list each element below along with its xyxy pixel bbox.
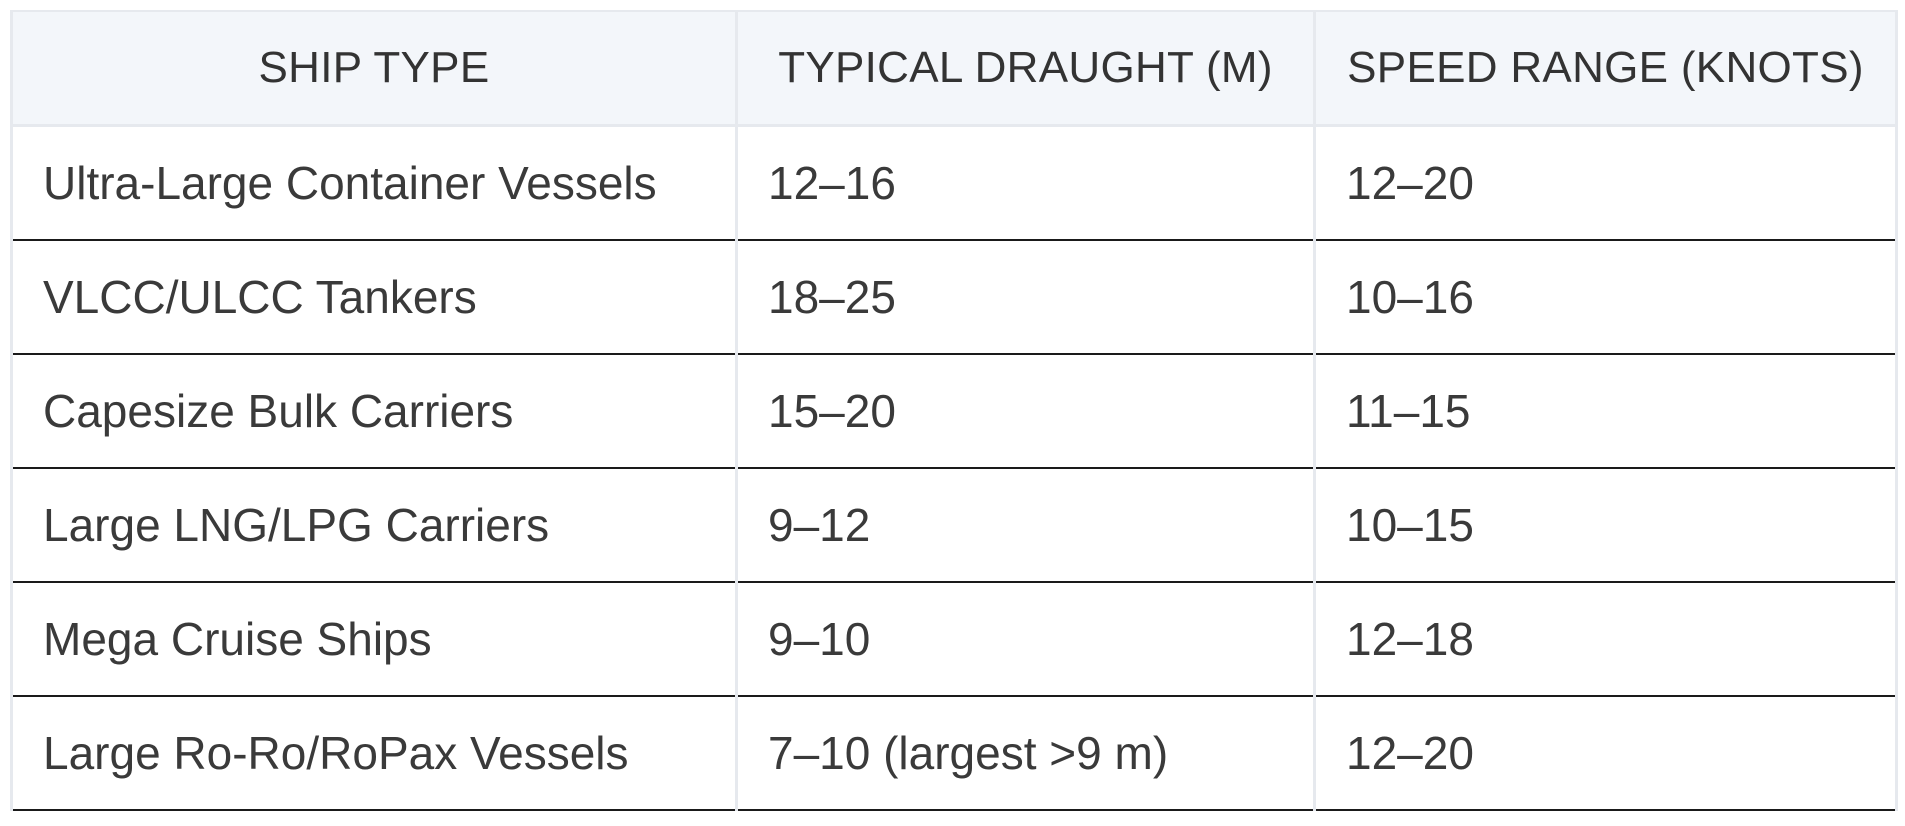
cell-ship-type: Large Ro-Ro/RoPax Vessels [10,696,738,811]
cell-ship-type: VLCC/ULCC Tankers [10,240,738,355]
cell-speed: 11–15 [1313,354,1898,469]
cell-draught: 9–12 [735,468,1316,583]
cell-speed: 12–18 [1313,582,1898,697]
table-body: Ultra-Large Container Vessels 12–16 12–2… [10,125,1898,811]
header-typical-draught: TYPICAL DRAUGHT (M) [735,10,1316,127]
cell-speed: 12–20 [1313,125,1898,241]
cell-speed: 10–16 [1313,240,1898,355]
cell-ship-type: Ultra-Large Container Vessels [10,125,738,241]
ship-data-table: SHIP TYPE TYPICAL DRAUGHT (M) SPEED RANG… [10,10,1898,811]
cell-speed: 10–15 [1313,468,1898,583]
table-row: Large Ro-Ro/RoPax Vessels 7–10 (largest … [10,696,1898,811]
cell-draught: 12–16 [735,125,1316,241]
cell-draught: 15–20 [735,354,1316,469]
table-header: SHIP TYPE TYPICAL DRAUGHT (M) SPEED RANG… [10,10,1898,127]
header-ship-type: SHIP TYPE [10,10,738,127]
cell-ship-type: Large LNG/LPG Carriers [10,468,738,583]
table-row: Mega Cruise Ships 9–10 12–18 [10,582,1898,697]
ship-data-table-container: SHIP TYPE TYPICAL DRAUGHT (M) SPEED RANG… [10,10,1898,811]
header-row: SHIP TYPE TYPICAL DRAUGHT (M) SPEED RANG… [10,10,1898,127]
table-row: Large LNG/LPG Carriers 9–12 10–15 [10,468,1898,583]
header-speed-range: SPEED RANGE (KNOTS) [1313,10,1898,127]
table-row: VLCC/ULCC Tankers 18–25 10–16 [10,240,1898,355]
cell-ship-type: Capesize Bulk Carriers [10,354,738,469]
cell-draught: 9–10 [735,582,1316,697]
cell-ship-type: Mega Cruise Ships [10,582,738,697]
table-row: Capesize Bulk Carriers 15–20 11–15 [10,354,1898,469]
cell-draught: 7–10 (largest >9 m) [735,696,1316,811]
cell-speed: 12–20 [1313,696,1898,811]
table-row: Ultra-Large Container Vessels 12–16 12–2… [10,125,1898,241]
cell-draught: 18–25 [735,240,1316,355]
